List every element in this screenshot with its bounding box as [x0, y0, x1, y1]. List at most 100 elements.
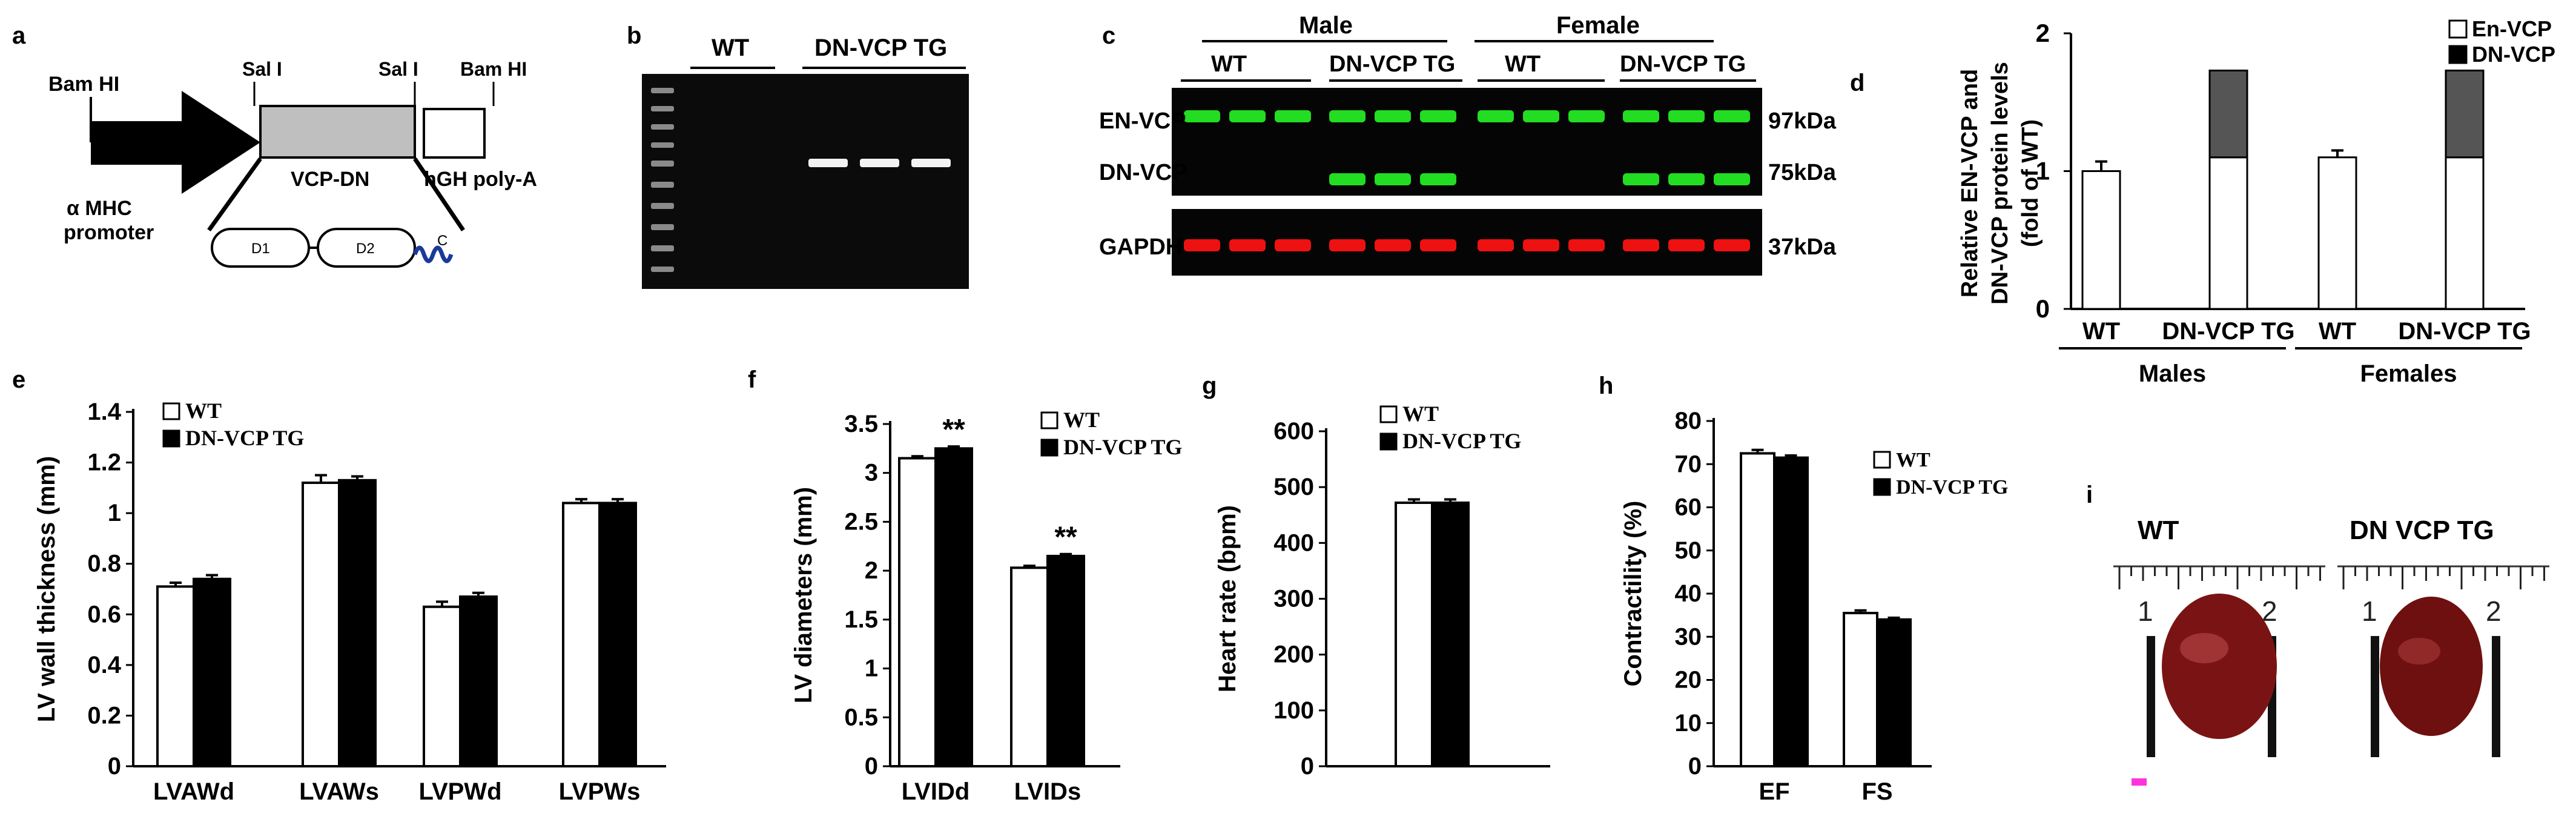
stacked-bar [2208, 156, 2248, 310]
y-tick-label: 50 [1675, 537, 1702, 564]
band-envcp [1420, 110, 1456, 122]
gel-ladder [651, 88, 674, 272]
chart-f: 0 0.5 1 1.5 2 2.5 3 3.5 LV diameters (mm) LVIDd LV… [790, 408, 1182, 805]
bar [1740, 452, 1775, 767]
y-tick-label: 80 [1675, 408, 1702, 434]
band-envcp [1568, 110, 1605, 122]
blot-image-bottom [1172, 209, 1762, 276]
y-tick-label: 20 [1675, 667, 1702, 694]
band-envcp [1523, 110, 1559, 122]
bar [193, 577, 231, 767]
y-tick-label: 0.2 [87, 702, 121, 729]
y-tick-label: 1.4 [87, 399, 121, 425]
blot-kda-75: 75kDa [1768, 160, 1837, 185]
panel-letter-d: d [1850, 70, 1864, 96]
y-tick-label: 10 [1675, 710, 1702, 737]
bar [156, 585, 195, 767]
band-gapdh [1420, 239, 1456, 251]
y-tick-label: 2.5 [844, 508, 878, 535]
gel-image [642, 74, 969, 289]
vcp-dn-label: VCP-DN [291, 168, 369, 191]
panel-letter-h: h [1599, 373, 1613, 399]
bamhi-right-label: Bam HI [460, 58, 527, 80]
band-dnvcp [1623, 173, 1659, 185]
band-gapdh [1375, 239, 1411, 251]
bar [1876, 618, 1912, 767]
band-gapdh [1275, 239, 1311, 251]
y-tick-label: 2 [2036, 19, 2050, 47]
y-tick-label: 0 [1688, 753, 1702, 780]
blot-kda-37: 37kDa [1768, 234, 1837, 260]
y-tick-label: 40 [1675, 580, 1702, 607]
band-gapdh [1329, 239, 1366, 251]
bar [898, 457, 937, 767]
blot-image-top [1172, 88, 1762, 196]
band-gapdh [1229, 239, 1266, 251]
hgh-box [423, 108, 486, 159]
chart-d: 0 1 2 Relative EN-VCP and DN-VCP protein lev… [1957, 16, 2555, 387]
band-envcp [1668, 110, 1705, 122]
y-axis-label: LV diameters (mm) [790, 487, 817, 703]
bamhi-left-label: Bam HI [48, 73, 119, 96]
legend-swatch [162, 429, 180, 448]
band-gapdh [1184, 239, 1220, 251]
ruler-bar [2371, 636, 2379, 757]
band-envcp [1275, 110, 1311, 122]
y-tick-label: 0.5 [844, 704, 878, 731]
blot-tg2-label: DN-VCP TG [1620, 51, 1746, 77]
x-tick-label: DN-VCP TG [2398, 318, 2531, 345]
heart-tg [2380, 597, 2483, 736]
chart-e: 0 0.2 0.4 0.6 0.8 1 1.2 1.4 LV wall thickness (m… [33, 399, 666, 805]
bar [562, 502, 601, 768]
legend-label: DN-VCP TG [1402, 429, 1521, 453]
bar [1843, 612, 1878, 767]
bar [1773, 456, 1809, 767]
y-axis-label: Relative EN-VCP and [1957, 69, 1983, 297]
panel-letter-e: e [12, 366, 25, 393]
legend-swatch [1040, 411, 1058, 429]
y-tick-label: 200 [1273, 641, 1314, 668]
blot-tg1-label: DN-VCP TG [1329, 51, 1455, 77]
legend-label: WT [1063, 408, 1100, 432]
photo-tg-label: DN VCP TG [2350, 515, 2494, 545]
stacked-bar [2445, 156, 2485, 310]
bar [459, 595, 498, 767]
bar [302, 482, 340, 767]
x-tick-label: LVIDd [902, 778, 970, 805]
bar [1395, 501, 1433, 767]
band-dnvcp [1375, 173, 1411, 185]
y-tick-label: 30 [1675, 623, 1702, 650]
legend-swatch [1873, 478, 1891, 496]
band-envcp [1478, 110, 1514, 122]
band-gapdh [1668, 239, 1705, 251]
legend-label: DN-VCP [2472, 42, 2555, 67]
c-label: C [437, 233, 447, 249]
band-envcp [1329, 110, 1366, 122]
sali-2-label: Sal I [378, 58, 418, 80]
y-tick-label: 1 [2036, 157, 2050, 185]
legend-label: WT [185, 399, 222, 423]
ruler-number: 1 [2138, 595, 2153, 627]
x-tick-label: LVPWd [418, 778, 501, 805]
gel-tg-label: DN-VCP TG [814, 35, 947, 61]
western-blot-panel: Male Female WT DN-VCP TG WT DN-VCP TG EN… [1099, 12, 1837, 276]
x-tick-label: EF [1759, 778, 1789, 805]
band-envcp [1184, 110, 1220, 122]
vcp-dn-box [259, 105, 416, 159]
d1-label: D1 [251, 240, 270, 257]
legend-label: WT [1402, 402, 1439, 426]
legend-label: DN-VCP TG [1063, 435, 1182, 459]
band-dnvcp [1420, 173, 1456, 185]
ruler-number: 2 [2486, 595, 2502, 627]
band-gapdh [1523, 239, 1559, 251]
stacked-bar [2208, 69, 2248, 159]
legend-swatch [2448, 45, 2468, 64]
band-gapdh [1478, 239, 1514, 251]
bar [1046, 554, 1085, 768]
band-envcp [1714, 110, 1750, 122]
ruler-number: 1 [2362, 595, 2377, 627]
bar [338, 479, 377, 767]
band-envcp [1229, 110, 1266, 122]
blot-female-label: Female [1556, 12, 1640, 39]
y-tick-label: 1 [108, 500, 121, 526]
